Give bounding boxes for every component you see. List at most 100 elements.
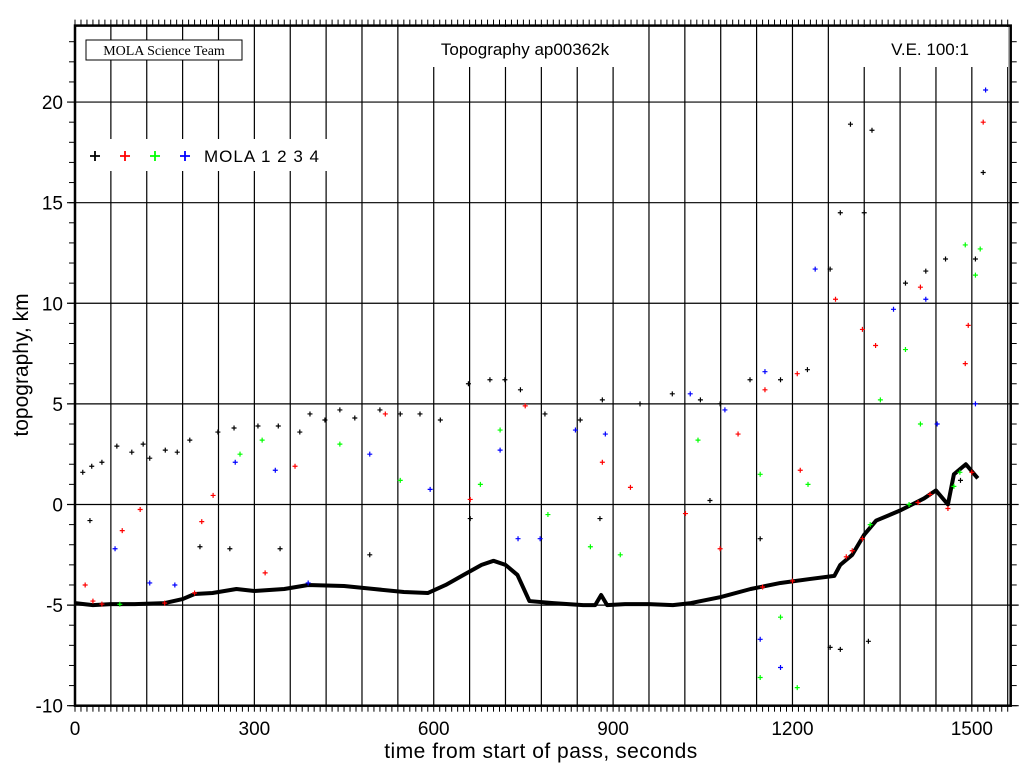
point-mola-2 [843,554,849,560]
point-mola-1 [174,449,180,455]
point-mola-1 [697,397,703,403]
point-mola-1 [89,463,95,469]
point-mola-1 [943,256,949,262]
point-mola-2 [980,119,986,125]
point-mola-1 [397,411,403,417]
x-axis-label: time from start of pass, seconds [384,740,698,763]
point-mola-1 [255,423,261,429]
point-mola-1 [847,121,853,127]
point-mola-1 [972,256,978,262]
point-mola-2 [915,499,921,505]
point-mola-1 [352,415,358,421]
point-mola-2 [292,463,298,469]
point-mola-4 [762,369,768,375]
point-mola-3 [794,685,800,691]
point-mola-1 [197,544,203,550]
point-mola-4 [934,421,940,427]
point-mola-1 [277,546,283,552]
point-mola-1 [577,417,583,423]
point-mola-1 [707,497,713,503]
ground-track-line [74,462,980,608]
chart-title: Topography ap00362k [441,40,610,59]
point-mola-2 [192,590,198,596]
legend-label: MOLA 1 2 3 4 [204,147,320,166]
point-mola-2 [599,459,605,465]
point-mola-2 [794,371,800,377]
point-mola-1 [837,210,843,216]
point-mola-3 [957,469,963,475]
point-mola-1 [502,377,508,383]
point-mola-2 [735,431,741,437]
point-mola-1 [307,411,313,417]
point-mola-2 [162,600,168,606]
point-mola-4 [232,459,238,465]
point-mola-1 [923,268,929,274]
point-mola-1 [637,401,643,407]
point-mola-2 [210,492,216,498]
point-mola-4 [572,427,578,433]
point-mola-1 [437,417,443,423]
point-mola-1 [367,552,373,558]
point-mola-1 [147,455,153,461]
point-mola-2 [789,578,795,584]
point-mola-2 [99,601,105,607]
point-mola-1 [129,449,135,455]
legend-marker-2 [120,151,130,161]
point-mola-1 [487,377,493,383]
point-mola-4 [537,536,543,542]
point-mola-2 [969,469,975,475]
x-tick-label: 1500 [951,719,993,740]
point-mola-4 [515,536,521,542]
point-mola-4 [112,546,118,552]
point-mola-1 [417,411,423,417]
x-tick-label: 300 [239,719,271,740]
point-mola-1 [517,387,523,393]
ve-mask [862,27,1008,67]
point-mola-2 [962,361,968,367]
point-mola-2 [82,582,88,588]
point-mola-2 [859,536,865,542]
point-mola-1 [865,638,871,644]
y-tick-label: 20 [42,93,63,114]
point-mola-2 [927,491,933,497]
point-mola-1 [187,437,193,443]
point-mola-1 [778,377,784,383]
x-tick-label: 0 [70,719,81,740]
point-mola-4 [891,306,897,312]
grid-lines [67,25,1019,707]
point-mola-4 [367,451,373,457]
point-mola-3 [695,437,701,443]
ground-track [74,462,980,608]
legend-marker-4 [180,151,190,161]
point-mola-2 [859,326,865,332]
point-mola-2 [760,584,766,590]
point-mola-4 [812,266,818,272]
point-mola-4 [497,447,503,453]
y-tick-label: 5 [52,395,63,416]
point-mola-3 [972,272,978,278]
point-mola-4 [687,391,693,397]
point-mola-3 [917,421,923,427]
point-mola-3 [587,544,593,550]
point-mola-1 [297,429,303,435]
point-mola-3 [117,601,123,607]
point-mola-1 [542,411,548,417]
point-mola-3 [757,675,763,681]
point-mola-3 [867,522,873,528]
y-tick-label: 10 [42,294,63,315]
point-mola-1 [804,367,810,373]
point-mola-2 [262,570,268,576]
point-mola-1 [827,644,833,650]
point-mola-2 [137,507,143,513]
point-mola-3 [477,481,483,487]
point-mola-4 [272,467,278,473]
legend [90,151,190,161]
legend-mask [77,139,332,171]
point-mola-2 [849,548,855,554]
point-mola-4 [147,580,153,586]
point-mola-1 [322,417,328,423]
point-mola-2 [90,598,96,604]
point-mola-4 [305,580,311,586]
point-mola-1 [377,407,383,413]
point-mola-1 [597,516,603,522]
